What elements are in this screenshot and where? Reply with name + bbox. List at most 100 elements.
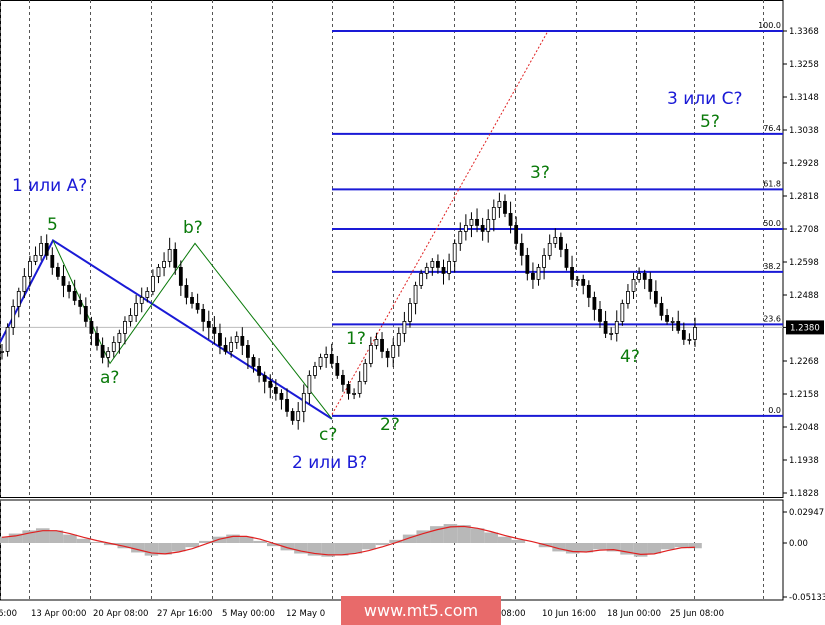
oscillator-bar: [552, 543, 566, 552]
candle-body: [676, 320, 681, 331]
oscillator-bar: [0, 536, 9, 544]
candle-body: [285, 398, 289, 412]
candle-body: [581, 278, 586, 286]
candle-body: [603, 320, 608, 334]
price-axis: 1.3368 1.3258 1.3148 1.3038 1.2928 1.2818 1.27…: [783, 27, 824, 499]
wave-label: 5?: [700, 112, 720, 132]
oscillator-bar: [199, 540, 213, 544]
fib-level-label: 23.6: [763, 314, 781, 323]
candle-body: [28, 260, 32, 277]
candle-body: [693, 326, 697, 340]
candle-body: [547, 242, 552, 256]
candle-body: [246, 344, 250, 358]
wave-label: 5: [47, 215, 58, 235]
candle-body: [598, 308, 602, 322]
candle-body: [542, 254, 547, 268]
oscillator-signal-line: [1, 525, 696, 556]
candle-body: [206, 320, 211, 328]
oscillator-bar: [362, 543, 376, 550]
oscillator-tick-label: 0.00: [789, 539, 808, 549]
oscillator-bar: [63, 534, 77, 544]
oscillator-bar: [280, 543, 295, 551]
time-tick-label: 10 Jun 16:00: [542, 609, 596, 619]
price-tick-label: 1.3368: [789, 27, 819, 37]
time-axis: 6:00 13 Apr 00:00 20 Apr 08:00 27 Apr 16:00…: [0, 609, 724, 619]
candle-body: [441, 266, 446, 274]
candle-body: [368, 344, 373, 364]
oscillator-bar: [131, 543, 145, 553]
candle-body: [55, 266, 60, 277]
price-tick-label: 1.2598: [789, 258, 819, 268]
wave-label: 3?: [530, 163, 550, 183]
oscillator-bar: [661, 543, 675, 550]
candle-body: [653, 290, 658, 304]
candle-body: [385, 350, 390, 358]
candle-body: [268, 380, 273, 388]
chart-grid: [0, 0, 784, 601]
candle-body: [318, 356, 323, 367]
wave-label: 1?: [346, 329, 366, 349]
candle-body: [424, 266, 429, 274]
oscillator-bar: [416, 530, 431, 544]
candle-body: [536, 266, 541, 280]
candle-body: [514, 224, 519, 244]
oscillator-bar: [185, 543, 200, 548]
oscillator-bar: [606, 543, 621, 552]
candle-body: [212, 326, 217, 334]
candle-body: [626, 290, 630, 304]
candle-body: [391, 344, 396, 358]
oscillator-bar: [321, 543, 335, 557]
candle-body: [586, 284, 591, 298]
candle-body: [22, 275, 27, 292]
candle-body: [637, 272, 642, 280]
candle-body: [223, 344, 228, 352]
candle-body: [145, 290, 150, 298]
time-tick-label: 25 Jun 08:00: [670, 609, 724, 619]
time-tick-label: 6:00: [0, 609, 17, 619]
main-panel-border: [0, 0, 784, 498]
candle-body: [352, 392, 356, 395]
oscillator-panel-border: [0, 499, 784, 601]
candle-body: [39, 242, 44, 256]
time-tick-label: 18 Jun 00:00: [607, 609, 661, 619]
candle-body: [447, 260, 451, 274]
candle-body: [531, 272, 535, 280]
candle-body: [184, 284, 189, 298]
candle-body: [279, 392, 284, 400]
fib-level-label: 0.0: [768, 406, 781, 415]
time-tick-label: 27 Apr 16:00: [157, 609, 212, 619]
candle-body: [11, 305, 16, 328]
current-price-label: 1.2380: [790, 323, 820, 333]
price-tick-label: 1.2158: [789, 390, 819, 400]
candle-body: [201, 308, 206, 322]
candle-body: [609, 332, 614, 335]
price-tick-label: 1.3038: [789, 126, 819, 136]
oscillator-panel: 0.02947 0.00 -0.05133: [0, 508, 825, 603]
candle-body: [156, 266, 161, 277]
fib-level-label: 76.4: [763, 124, 781, 133]
wave-label: c?: [319, 425, 337, 445]
oscillator-bar: [511, 539, 526, 544]
candle-body: [117, 332, 122, 343]
candle-body: [111, 341, 116, 352]
oscillator-tick-label: -0.05133: [789, 593, 825, 603]
candle-body: [486, 218, 491, 232]
oscillator-bar: [226, 534, 240, 544]
candle-body: [564, 248, 569, 268]
fib-level-label: 61.8: [763, 179, 781, 188]
oscillator-bar: [443, 524, 458, 544]
candle-body: [89, 320, 94, 334]
candle-body: [72, 290, 77, 301]
oscillator-bar: [294, 543, 308, 554]
candle-body: [670, 320, 675, 323]
oscillator-bar: [253, 540, 267, 544]
candle-body: [570, 266, 574, 280]
candle-body: [508, 212, 513, 226]
candle-body: [430, 260, 435, 268]
wave-label: 4?: [620, 347, 640, 367]
site-logo[interactable]: www.mt5.com: [341, 596, 501, 625]
wave-label: 1 или А?: [12, 176, 87, 196]
time-tick-label: 5 May 00:00: [222, 609, 275, 619]
candle-body: [396, 332, 401, 346]
oscillator-bar: [470, 528, 485, 544]
